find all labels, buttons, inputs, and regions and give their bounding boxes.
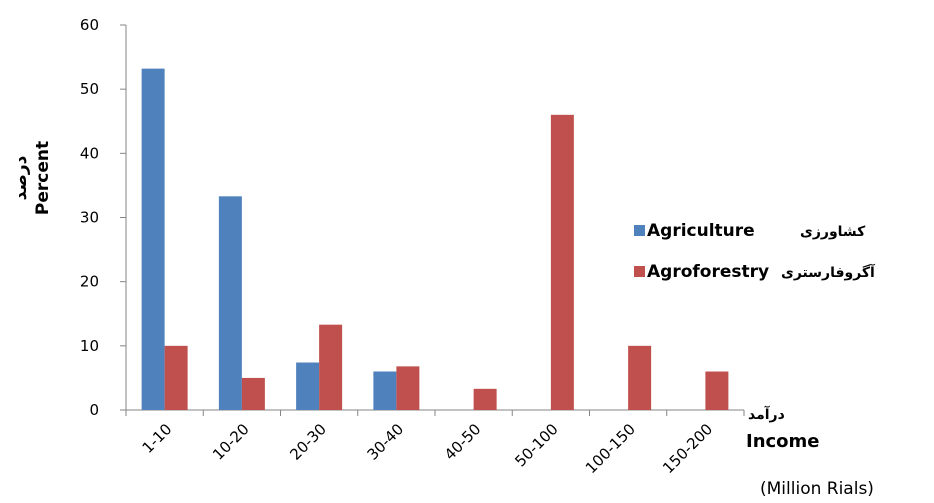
bar-agriculture-10-20 bbox=[218, 196, 242, 410]
bar-agroforestry-30-40 bbox=[396, 366, 420, 410]
legend-swatch-agriculture bbox=[634, 225, 645, 236]
bar-agroforestry-10-20 bbox=[241, 377, 265, 410]
bar-agroforestry-40-50 bbox=[473, 388, 497, 410]
bar-agroforestry-20-30 bbox=[319, 324, 343, 410]
y-tick-label: 50 bbox=[80, 80, 99, 98]
bar-agroforestry-150-200 bbox=[705, 371, 729, 410]
y-tick-label: 60 bbox=[80, 16, 99, 34]
x-tick-label: 40-50 bbox=[441, 420, 485, 464]
y-axis-label-fa: درصد bbox=[11, 155, 31, 200]
x-axis-ticks: 1-10 10-20 20-30 30-40 40-50 50-100 100-150 150… bbox=[125, 410, 745, 477]
y-axis-label: Percent bbox=[33, 141, 53, 215]
x-axis-label-fa: درآمد bbox=[748, 405, 785, 423]
bar-agroforestry-50-100 bbox=[550, 114, 574, 410]
axes bbox=[125, 25, 744, 411]
bar-agriculture-30-40 bbox=[373, 371, 397, 410]
legend-label-agriculture: Agriculture bbox=[647, 221, 755, 241]
bar-agroforestry-100-150 bbox=[628, 345, 652, 410]
x-tick-label: 50-100 bbox=[511, 420, 561, 470]
y-tick-label: 20 bbox=[80, 273, 99, 291]
y-tick-label: 10 bbox=[80, 337, 99, 355]
y-tick-label: 30 bbox=[80, 209, 99, 227]
x-tick-label: 10-20 bbox=[209, 420, 253, 464]
x-tick-label: 20-30 bbox=[286, 420, 330, 464]
bars bbox=[141, 68, 729, 410]
legend-label-agriculture-fa: کشاورزی bbox=[800, 224, 866, 240]
x-axis-unit: (Million Rials) bbox=[760, 479, 874, 499]
legend-label-agroforestry-fa: آگروفارستری bbox=[781, 263, 876, 281]
legend: Agriculture کشاورزی Agroforestry آگروفار… bbox=[634, 221, 876, 282]
legend-swatch-agroforestry bbox=[634, 266, 645, 277]
bar-agriculture-1-10 bbox=[141, 68, 165, 410]
x-tick-label: 100-150 bbox=[582, 420, 639, 477]
y-tick-label: 0 bbox=[89, 401, 99, 419]
legend-label-agroforestry: Agroforestry bbox=[647, 262, 769, 282]
bar-agroforestry-1-10 bbox=[164, 345, 188, 410]
y-tick-label: 40 bbox=[80, 144, 99, 162]
x-axis-label: Income bbox=[746, 431, 820, 452]
x-tick-label: 30-40 bbox=[364, 420, 408, 464]
x-tick-label: 1-10 bbox=[139, 420, 176, 457]
x-tick-label: 150-200 bbox=[659, 420, 716, 477]
y-axis-ticks: 0 10 20 30 40 50 60 bbox=[80, 16, 126, 419]
bar-agriculture-20-30 bbox=[296, 362, 320, 410]
